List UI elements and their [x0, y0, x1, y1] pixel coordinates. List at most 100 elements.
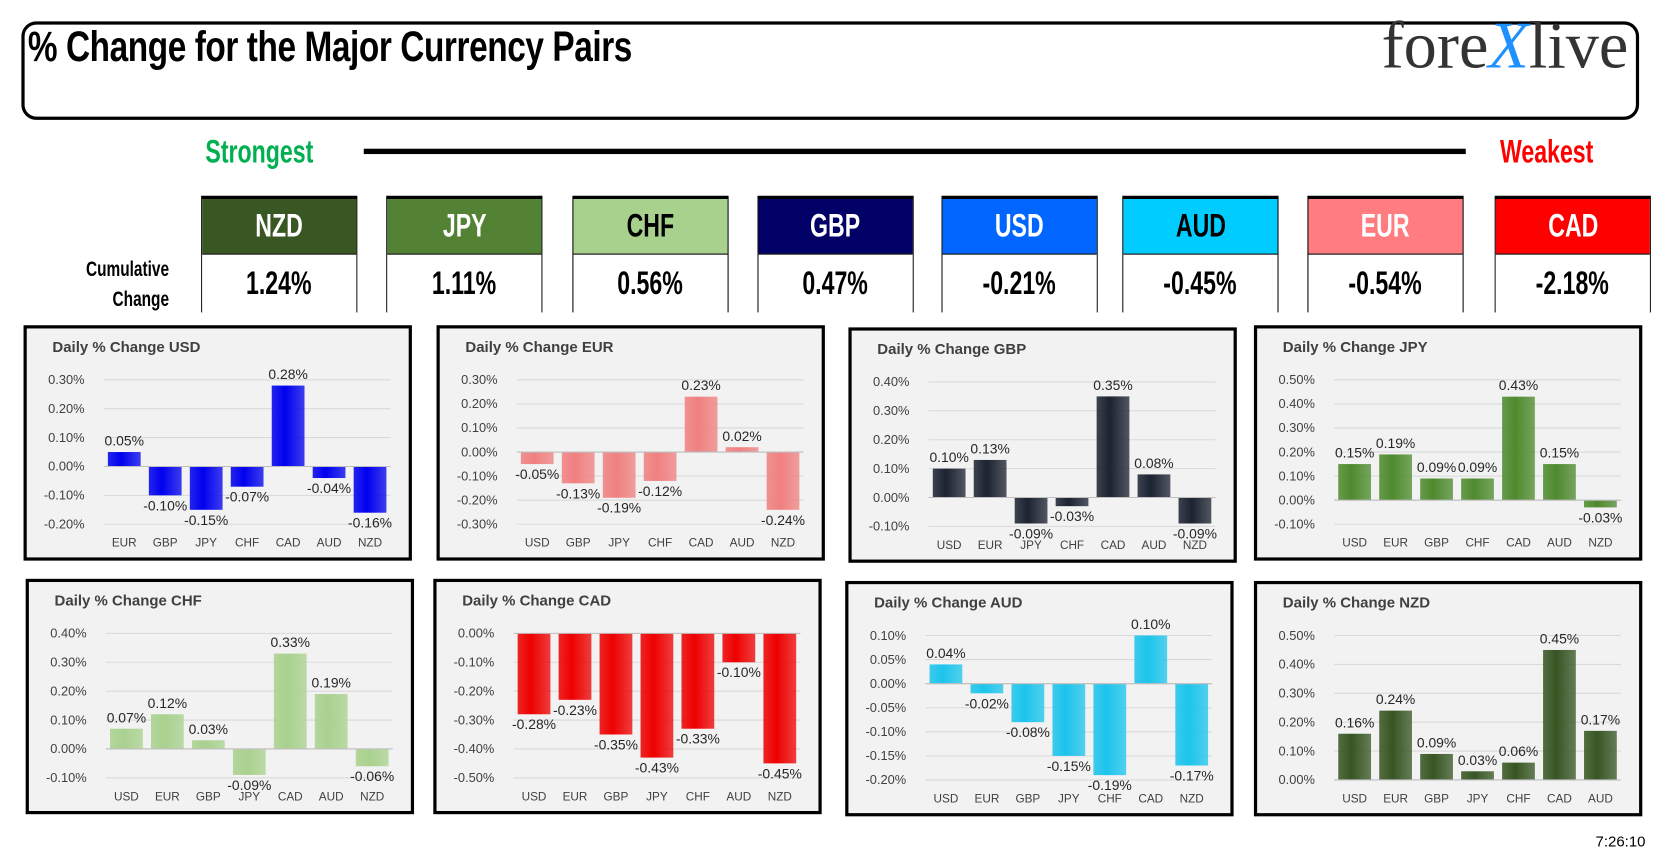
- y-tick-label: -0.10%: [869, 519, 910, 534]
- x-tick-label: JPY: [1020, 539, 1042, 552]
- cumulative-value: -0.45%: [1123, 253, 1278, 314]
- weakest-label: Weakest: [1499, 134, 1594, 171]
- y-tick-label: 0.10%: [870, 628, 906, 643]
- cumulative-value-text: -0.45%: [1163, 265, 1238, 302]
- x-tick-label: CAD: [1138, 792, 1163, 805]
- x-tick-label: CHF: [1098, 792, 1122, 805]
- chart-svg: Daily % Change EUR -0.30% -0.20% -0.10% 0.00…: [457, 339, 805, 550]
- y-tick-label: -0.10%: [1274, 517, 1315, 532]
- data-label: 0.23%: [681, 377, 720, 393]
- bar-jpy: [602, 452, 636, 498]
- y-tick-label: 0.40%: [873, 374, 909, 389]
- bar-cad: [684, 396, 718, 453]
- y-tick-label: 0.20%: [1279, 444, 1315, 459]
- bar-nzd: [1175, 683, 1209, 766]
- x-tick-label: EUR: [1383, 537, 1408, 550]
- data-label: -0.24%: [761, 512, 805, 528]
- x-tick-label: EUR: [155, 790, 180, 803]
- data-label: -0.06%: [350, 768, 394, 784]
- bar-eur: [1379, 454, 1412, 501]
- currency-code: USD: [942, 199, 1097, 254]
- cumulative-value: 1.24%: [202, 253, 357, 314]
- y-tick-label: 0.30%: [873, 403, 909, 418]
- chart-title: Daily % Change JPY: [1283, 339, 1428, 356]
- bar-eur: [1379, 710, 1412, 780]
- data-label: 0.45%: [1540, 631, 1579, 647]
- bar-jpy: [1461, 771, 1494, 780]
- cumulative-label-line2: Change: [112, 287, 170, 312]
- currency-code-text: AUD: [1175, 208, 1226, 244]
- header-panel: [21, 21, 1640, 120]
- y-tick-label: 0.30%: [461, 372, 497, 387]
- x-tick-label: NZD: [360, 790, 384, 803]
- data-label: -0.03%: [1050, 508, 1094, 524]
- data-label: 0.35%: [1093, 377, 1132, 393]
- bar-aud: [1584, 730, 1617, 780]
- bar-nzd: [1584, 500, 1617, 508]
- bar-usd: [517, 633, 551, 715]
- chart-svg: Daily % Change CAD -0.50% -0.40% -0.30% -0.2…: [454, 593, 802, 804]
- bar-eur: [973, 459, 1007, 498]
- y-tick-label: 0.50%: [1279, 372, 1315, 387]
- x-tick-label: GBP: [566, 537, 591, 550]
- y-tick-label: 0.10%: [50, 712, 86, 727]
- x-tick-label: AUD: [1547, 537, 1572, 550]
- x-tick-label: CHF: [235, 537, 259, 550]
- x-tick-label: USD: [522, 790, 547, 803]
- y-tick-label: -0.10%: [866, 724, 907, 739]
- x-tick-label: NZD: [1183, 539, 1207, 552]
- x-tick-label: USD: [1342, 792, 1367, 805]
- bar-cad: [1502, 396, 1535, 501]
- bar-chf: [1461, 478, 1494, 501]
- y-tick-label: 0.30%: [1279, 420, 1315, 435]
- data-label: 0.19%: [312, 675, 351, 691]
- cumulative-value: 1.11%: [387, 253, 542, 314]
- data-label: -0.13%: [556, 485, 600, 501]
- bar-gbp: [599, 633, 633, 735]
- y-tick-label: 0.05%: [870, 652, 906, 667]
- timestamp: 7:26:10: [1595, 832, 1646, 850]
- y-tick-label: 0.20%: [461, 396, 497, 411]
- data-label: 0.13%: [970, 441, 1009, 457]
- forexlive-logo: foreXlive: [1381, 9, 1629, 83]
- bar-jpy: [1014, 497, 1048, 524]
- data-label: 0.10%: [929, 449, 968, 465]
- bar-aud: [1543, 464, 1576, 501]
- data-label: 0.15%: [1335, 445, 1374, 461]
- x-tick-label: CAD: [1506, 537, 1531, 550]
- y-tick-label: 0.40%: [50, 626, 86, 641]
- y-tick-label: 0.00%: [1279, 772, 1315, 787]
- bar-usd: [929, 664, 963, 684]
- currency-code: JPY: [387, 199, 542, 254]
- bar-chf: [1093, 683, 1127, 776]
- data-label: 0.03%: [189, 721, 228, 737]
- y-tick-label: 0.00%: [873, 490, 909, 505]
- bar-gbp: [561, 452, 595, 484]
- data-label: 0.28%: [268, 366, 307, 382]
- cumulative-value: 0.56%: [573, 253, 728, 314]
- y-tick-label: 0.20%: [48, 401, 84, 416]
- data-label: 0.24%: [1376, 691, 1415, 707]
- x-tick-label: NZD: [358, 537, 382, 550]
- y-tick-label: -0.10%: [46, 770, 87, 785]
- x-tick-label: USD: [114, 790, 139, 803]
- bar-chf: [230, 466, 264, 487]
- x-tick-label: CAD: [1101, 539, 1126, 552]
- chart-title: Daily % Change EUR: [465, 339, 613, 356]
- cumulative-value: -0.21%: [942, 253, 1097, 314]
- bar-gbp: [1011, 683, 1045, 723]
- data-label: -0.15%: [184, 512, 228, 528]
- chart-title: Daily % Change CAD: [462, 593, 611, 610]
- x-tick-label: USD: [1342, 537, 1367, 550]
- bar-gbp: [148, 466, 182, 496]
- x-tick-label: EUR: [975, 792, 1000, 805]
- y-tick-label: 0.00%: [458, 626, 494, 641]
- data-label: 0.05%: [105, 433, 144, 449]
- currency-card-nzd: NZD 1.24%: [201, 195, 358, 314]
- bar-eur: [150, 714, 184, 749]
- bar-aud: [725, 447, 759, 453]
- bar-usd: [110, 728, 143, 749]
- x-tick-label: GBP: [604, 790, 629, 803]
- chart-title: Daily % Change CHF: [55, 593, 202, 610]
- bar-jpy: [189, 466, 223, 510]
